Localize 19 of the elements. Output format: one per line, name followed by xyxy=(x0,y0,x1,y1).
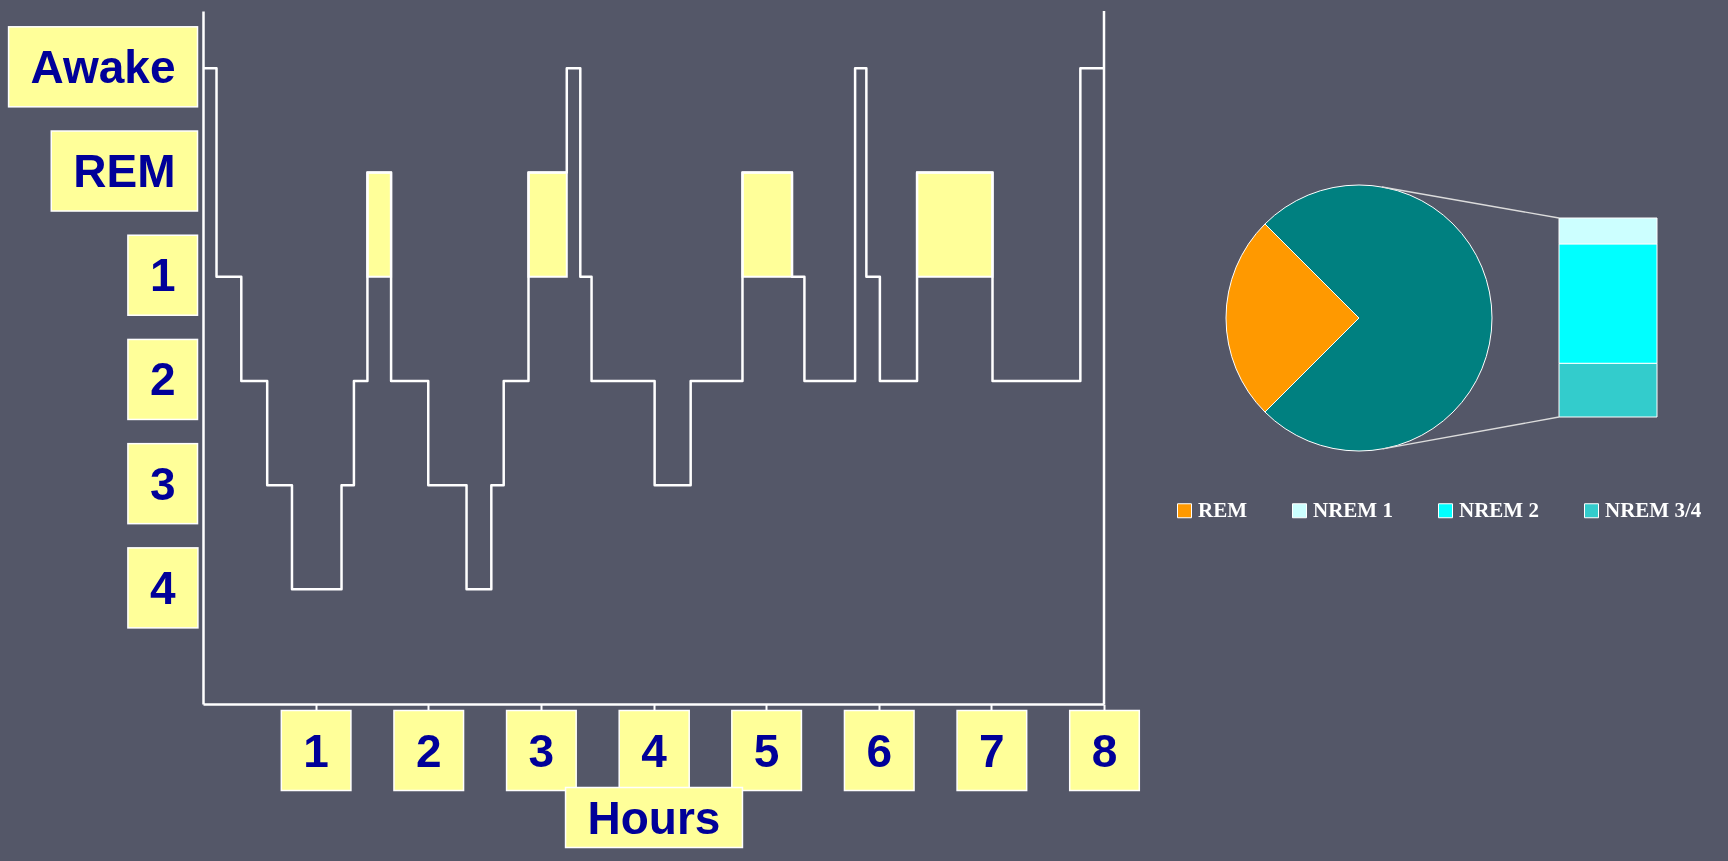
y-tick-label: 4 xyxy=(149,561,176,614)
legend-label: REM xyxy=(1198,497,1248,522)
y-tick-label: 3 xyxy=(149,457,176,510)
x-tick-label: 6 xyxy=(866,724,893,777)
x-tick-label: 2 xyxy=(415,724,442,777)
x-tick-label: 5 xyxy=(753,724,780,777)
x-axis-title: Hours xyxy=(587,791,721,844)
y-tick-label: Awake xyxy=(30,40,176,93)
legend-label: NREM 2 xyxy=(1459,497,1539,522)
x-tick-label: 8 xyxy=(1091,724,1118,777)
legend-label: NREM 3/4 xyxy=(1605,497,1702,522)
legend-label: NREM 1 xyxy=(1313,497,1393,522)
x-tick-label: 7 xyxy=(979,724,1005,777)
x-tick-label: 4 xyxy=(641,724,668,777)
y-tick-label: REM xyxy=(73,145,176,198)
y-tick-label: 1 xyxy=(149,249,176,302)
x-tick-label: 1 xyxy=(303,724,329,777)
y-tick-label: 2 xyxy=(149,353,176,406)
x-tick-label: 3 xyxy=(528,724,555,777)
